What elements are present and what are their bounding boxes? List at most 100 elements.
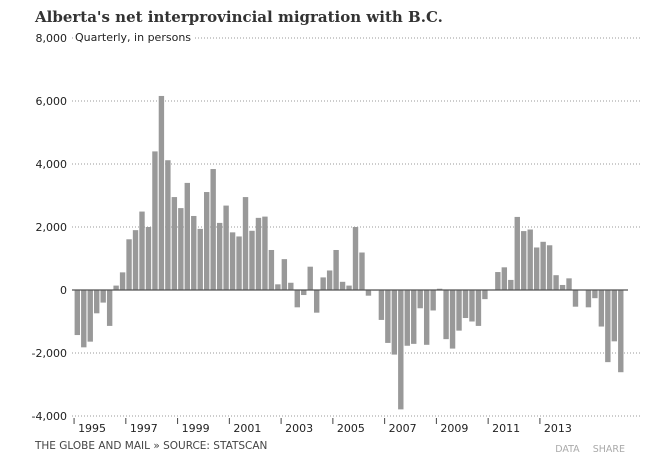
bar: [184, 182, 190, 290]
x-tick-label: 1997: [130, 422, 158, 435]
bar: [352, 227, 359, 290]
bar: [423, 290, 430, 345]
data-link[interactable]: DATA: [555, 444, 580, 455]
bar: [262, 216, 268, 290]
bar: [559, 284, 566, 290]
bar: [572, 290, 579, 307]
y-tick-label: -2,000: [32, 347, 67, 360]
bar: [126, 239, 132, 290]
y-tick-label: 8,000: [36, 32, 68, 45]
bar: [385, 290, 391, 343]
x-tick-label: 2003: [285, 422, 313, 435]
bar: [307, 266, 313, 290]
bar: [398, 290, 404, 410]
bar: [94, 290, 100, 314]
bar: [339, 281, 346, 290]
share-link[interactable]: SHARE: [592, 444, 625, 455]
bar: [495, 272, 501, 290]
bar: [288, 282, 294, 290]
bar: [178, 208, 184, 290]
bar: [527, 229, 533, 290]
bar: [391, 290, 398, 355]
source-credit: THE GLOBE AND MAIL » SOURCE: STATSCAN: [35, 440, 268, 452]
bar: [242, 197, 249, 290]
chart-subtitle: Quarterly, in persons: [75, 31, 195, 44]
y-tick-label: 6,000: [36, 95, 68, 108]
bar: [106, 290, 113, 326]
bar: [74, 290, 80, 336]
bar: [411, 290, 417, 344]
bar: [605, 290, 611, 363]
bar: [165, 160, 171, 290]
bar: [546, 245, 553, 290]
bar: [145, 227, 152, 290]
x-tick-label: 1999: [182, 422, 210, 435]
bar: [197, 228, 203, 290]
bar: [346, 285, 352, 290]
bar: [294, 290, 300, 308]
bar: [223, 205, 229, 290]
bar: [100, 290, 106, 303]
bar: [255, 217, 262, 290]
bar: [229, 232, 236, 290]
x-tick-label: 1995: [78, 422, 106, 435]
x-tick-label: 2011: [492, 422, 520, 435]
chart-links: DATA SHARE: [545, 444, 625, 455]
bar: [365, 290, 372, 296]
bar: [152, 151, 158, 290]
x-tick-label: 2007: [389, 422, 417, 435]
bar: [540, 241, 546, 290]
x-tick-label: 2013: [544, 422, 572, 435]
bar: [378, 290, 385, 320]
bar: [521, 231, 527, 290]
bar: [275, 284, 281, 290]
x-tick-label: 2009: [440, 422, 468, 435]
bar: [553, 275, 559, 290]
bar: [592, 290, 598, 299]
bar: [268, 249, 275, 290]
bar: [585, 290, 592, 308]
bar: [598, 290, 605, 327]
bar: [132, 230, 139, 290]
bar: [482, 290, 488, 300]
bar: [430, 290, 436, 311]
y-tick-label: 2,000: [36, 221, 68, 234]
bar: [618, 290, 624, 373]
bar: [508, 279, 514, 290]
chart-title: Alberta's net interprovincial migration …: [35, 8, 443, 26]
y-tick-label: 0: [60, 284, 67, 297]
bar: [449, 290, 456, 349]
bar: [158, 95, 165, 291]
x-tick-label: 2001: [233, 422, 261, 435]
bar: [436, 288, 443, 290]
bar: [469, 290, 475, 322]
bar: [533, 247, 540, 290]
bar: [404, 290, 410, 346]
bar: [139, 211, 145, 290]
bar: [87, 290, 93, 342]
bar: [313, 290, 320, 313]
bar: [333, 249, 339, 290]
bar: [514, 216, 520, 290]
bar: [81, 290, 87, 348]
bar: [566, 278, 572, 290]
x-tick-label: 2005: [337, 422, 365, 435]
y-tick-label: 4,000: [36, 158, 68, 171]
bar: [113, 285, 119, 290]
bar: [475, 290, 482, 326]
bar: [171, 197, 178, 290]
bar: [611, 290, 618, 342]
bar: [210, 169, 216, 290]
bar: [462, 290, 469, 319]
bar: [443, 290, 449, 340]
bar: [456, 290, 462, 331]
y-tick-label: -4,000: [32, 410, 67, 423]
bar: [301, 290, 307, 296]
bar: [204, 192, 210, 290]
bar: [281, 259, 288, 290]
bar: [501, 267, 508, 290]
bar: [320, 277, 326, 290]
bar: [236, 236, 242, 290]
bar: [119, 272, 126, 290]
